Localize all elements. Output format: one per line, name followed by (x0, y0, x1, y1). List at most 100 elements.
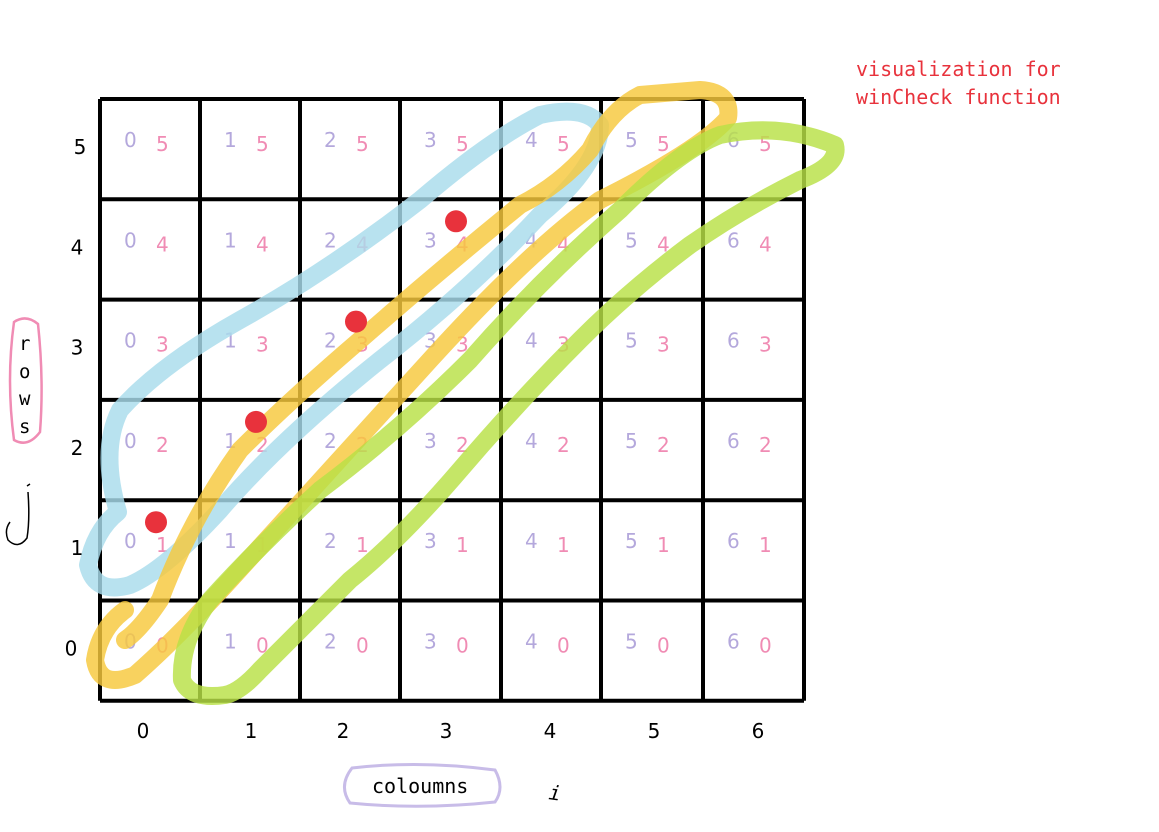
row-axis-label: 4 (71, 235, 84, 259)
cell-row-index: 1 (557, 533, 570, 557)
cell-row-index: 4 (657, 232, 670, 256)
cell-row-index: 0 (759, 634, 772, 658)
cell-row-index: 4 (256, 232, 269, 256)
highlight-marker (245, 410, 267, 433)
yellow-diagonal-stroke (86, 81, 738, 689)
rows-letter-r: r (19, 333, 30, 355)
cell-row-index: 0 (356, 634, 369, 658)
row-axis-label: 5 (74, 135, 87, 159)
cell-row-index: 2 (156, 433, 169, 457)
cell-col-index: 2 (324, 429, 337, 453)
cell-col-index: 5 (625, 529, 638, 553)
cell-row-index: 1 (657, 533, 670, 557)
highlight-marker (345, 310, 367, 333)
cell-row-index: 5 (356, 132, 369, 156)
cell-col-index: 2 (324, 529, 337, 553)
cell-col-index: 5 (625, 429, 638, 453)
highlight-marker (445, 210, 467, 233)
highlight-markers (145, 210, 467, 534)
cell-col-index: 1 (224, 128, 237, 152)
cell-col-index: 0 (124, 429, 137, 453)
column-axis-label: 1 (245, 719, 258, 743)
cell-col-index: 0 (124, 529, 137, 553)
cell-row-index: 4 (156, 232, 169, 256)
row-axis: 0 1 2 3 4 5 (65, 135, 87, 661)
row-axis-label: 1 (71, 536, 84, 560)
rows-letter-s: s (19, 416, 30, 438)
row-axis-label: 3 (71, 336, 84, 360)
cell-row-index: 3 (256, 333, 269, 357)
cell-col-index: 5 (625, 630, 638, 654)
cell-col-index: 0 (124, 329, 137, 353)
rows-letter-w: w (19, 388, 31, 410)
columns-title-outline (343, 762, 502, 808)
cell-col-index: 2 (324, 630, 337, 654)
column-axis-label: 2 (337, 719, 350, 743)
cell-col-index: 6 (727, 429, 740, 453)
cell-row-index: 3 (657, 333, 670, 357)
cell-col-index: 1 (224, 630, 237, 654)
cell-row-index: 5 (456, 132, 469, 156)
annotation-title: visualization for winCheck function (856, 55, 1061, 111)
rows-title-outline (8, 317, 43, 444)
cell-col-index: 5 (625, 329, 638, 353)
cell-col-index: 5 (625, 128, 638, 152)
cell-col-index: 4 (525, 529, 538, 553)
cell-row-index: 0 (456, 634, 469, 658)
cell-col-index: 2 (324, 128, 337, 152)
columns-title-group: coloumns i (343, 762, 563, 808)
column-axis-label: 0 (137, 719, 150, 743)
column-axis-label: 3 (440, 719, 453, 743)
rows-title-group: r o w s (5, 317, 43, 546)
row-axis-label: 2 (71, 436, 84, 460)
annotation-line-2: winCheck function (856, 85, 1061, 109)
cell-row-index: 1 (759, 533, 772, 557)
cell-row-index: 2 (759, 433, 772, 457)
cell-col-index: 4 (525, 329, 538, 353)
rows-letter-o: o (19, 361, 30, 383)
row-variable-j (5, 483, 31, 546)
cell-row-index: 0 (557, 634, 570, 658)
row-axis-label: 0 (65, 637, 78, 661)
cell-col-index: 6 (727, 630, 740, 654)
column-variable: i (547, 780, 562, 805)
cell-col-index: 6 (727, 228, 740, 252)
cell-col-index: 3 (424, 429, 437, 453)
cell-col-index: 1 (224, 228, 237, 252)
columns-title: coloumns (372, 774, 468, 798)
cell-col-index: 2 (324, 329, 337, 353)
cell-row-index: 3 (156, 333, 169, 357)
cell-col-index: 3 (424, 128, 437, 152)
cell-row-index: 4 (759, 232, 772, 256)
cell-row-index: 1 (356, 533, 369, 557)
green-diagonal-stroke (172, 121, 845, 705)
cell-row-index: 5 (256, 132, 269, 156)
cell-row-index: 0 (256, 634, 269, 658)
column-axis: 0 1 2 3 4 5 6 (137, 719, 765, 743)
annotation-line-1: visualization for (856, 57, 1061, 81)
cell-row-index: 5 (156, 132, 169, 156)
cell-col-index: 3 (424, 630, 437, 654)
cell-row-index: 0 (657, 634, 670, 658)
cell-col-index: 3 (424, 529, 437, 553)
column-axis-label: 6 (752, 719, 765, 743)
highlight-marker (145, 511, 167, 534)
cell-row-index: 5 (657, 132, 670, 156)
cell-row-index: 5 (557, 132, 570, 156)
cell-col-index: 4 (525, 429, 538, 453)
cell-row-index: 1 (456, 533, 469, 557)
cell-col-index: 4 (525, 128, 538, 152)
cell-col-index: 6 (727, 529, 740, 553)
cell-row-index: 2 (657, 433, 670, 457)
cell-col-index: 0 (124, 128, 137, 152)
column-axis-label: 5 (648, 719, 661, 743)
cell-row-index: 3 (759, 333, 772, 357)
column-axis-label: 4 (544, 719, 557, 743)
cell-col-index: 5 (625, 228, 638, 252)
cell-col-index: 3 (424, 228, 437, 252)
cell-col-index: 4 (525, 630, 538, 654)
cell-col-index: 2 (324, 228, 337, 252)
cell-col-index: 0 (124, 228, 137, 252)
cell-col-index: 1 (224, 529, 237, 553)
